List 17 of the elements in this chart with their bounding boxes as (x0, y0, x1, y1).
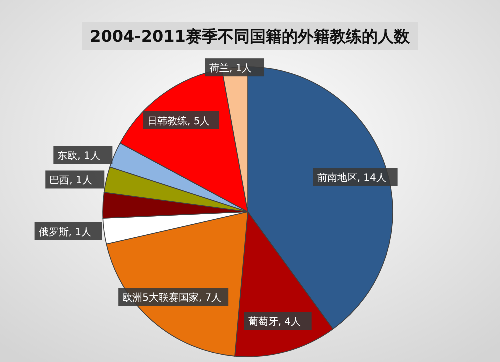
chart-title: 2004-2011赛季不同国籍的外籍教练的人数 (90, 27, 411, 46)
data-label: , 1人 (230, 64, 252, 75)
slice-label: 日韩教练 (148, 116, 188, 128)
data-label: , 4人 (278, 317, 302, 328)
slice-label: 欧洲5大联赛国家 (122, 292, 199, 304)
slice-label: 巴西 (50, 176, 70, 187)
slice-label: 前南地区 (317, 172, 358, 184)
data-label: , 1人 (70, 176, 92, 187)
slice-label: 葡萄牙 (248, 316, 278, 328)
data-label: , 1人 (68, 227, 92, 238)
data-label: , 14人 (357, 173, 386, 184)
slice-label: 荷兰 (210, 62, 230, 75)
data-label: , 7人 (198, 293, 222, 304)
slice-label: 东欧 (58, 150, 78, 162)
data-label: , 5人 (188, 116, 210, 128)
data-label: , 1人 (78, 151, 100, 162)
slice-label: 俄罗斯 (38, 226, 69, 238)
